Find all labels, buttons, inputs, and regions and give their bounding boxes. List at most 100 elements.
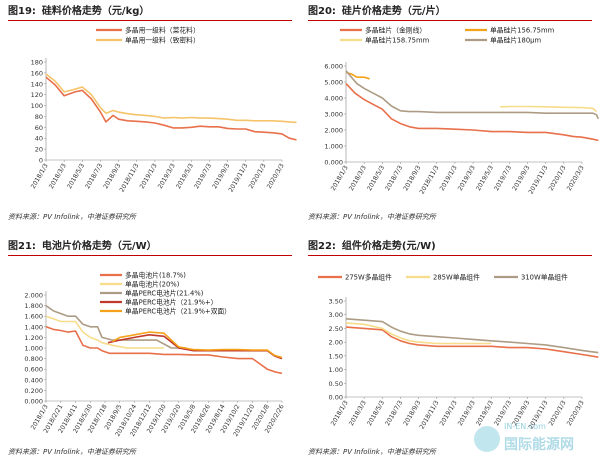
series-line-1 (345, 71, 370, 80)
y-tick-label: 1.00 (329, 366, 343, 374)
y-tick-label: 0.000 (24, 398, 43, 406)
y-tick-label: 1.000 (324, 143, 343, 151)
line-chart: 0 20 40 60 80 100 120 140 160 180 2018/1/32018/3/3… (30, 26, 297, 193)
y-tick-label: 2.000 (24, 292, 43, 300)
x-tick-label: 2018/9/3 (402, 399, 422, 427)
y-tick-label: 0 (39, 157, 43, 165)
x-tick-label: 2019/11/3 (527, 164, 549, 195)
x-tick-label: 2018/11/3 (419, 164, 441, 195)
x-tick-label: 2018/1/3 (30, 162, 50, 190)
legend-label-1: 单晶电池片(20%) (125, 280, 180, 289)
y-tick-label: 100 (31, 102, 43, 110)
y-tick-label: 3.00 (329, 311, 343, 319)
legend-label-0: 275W多晶组件 (345, 273, 392, 282)
y-tick-label: 40 (35, 135, 43, 143)
x-tick-label: 2018/1/3 (330, 399, 350, 427)
x-tick-label: 2018/1/3 (330, 164, 350, 192)
legend-label-2: 单晶硅片158.75mm (365, 36, 430, 45)
y-tick-label: 120 (31, 91, 43, 99)
legend-label-3: 单晶PERC电池片（21.9%+） (125, 298, 217, 307)
x-tick-label: 2019/11/3 (227, 162, 249, 193)
y-tick-label: 4.000 (324, 95, 343, 103)
chart-source: 资料来源：PV Infolink，中港证券研究所 (308, 448, 436, 456)
legend-label-0: 多晶电池片(18.7%) (125, 271, 186, 280)
series-line-1 (45, 73, 297, 124)
series-line-2 (500, 105, 598, 113)
chart-title: 图21: 电池片价格走势（元/W） (8, 239, 292, 256)
x-tick-label: 2019/1/3 (439, 164, 459, 192)
series-line-2 (45, 304, 187, 349)
series-line-1 (45, 315, 164, 349)
chart-panel-cell: 图21: 电池片价格走势（元/W） 0.000 0.200 0.400 0.600 0.8… (0, 235, 300, 470)
x-tick-label: 2018/11/3 (119, 162, 141, 193)
y-tick-label: 0.600 (24, 366, 43, 374)
chart-panel-module: 图22: 组件价格走势(元/W) 0.00 0.50 1.00 1.50 2.00 2.50… (300, 235, 600, 470)
x-tick-label: 2019/7/3 (193, 162, 213, 190)
series-line-1 (345, 322, 492, 345)
x-tick-label: 2019/5/3 (175, 162, 195, 190)
series-line-0 (345, 326, 599, 358)
x-tick-label: 2018/9/3 (402, 164, 422, 192)
y-tick-label: 0.000 (324, 159, 343, 167)
x-tick-label: 2020/3/3 (566, 164, 586, 192)
chart-source: 资料来源：PV Infolink，中港证券研究所 (308, 213, 436, 221)
legend-label-0: 多晶用一级料（菜花料） (125, 26, 200, 35)
x-tick-label: 2018/3/3 (48, 162, 68, 190)
series-line-0 (345, 83, 599, 142)
x-tick-label: 2018/5/3 (366, 164, 386, 192)
legend-label-1: 单晶用一级料（致密料） (125, 36, 200, 45)
legend-label-2: 310W单晶组件 (521, 273, 568, 282)
x-tick-label: 2018/7/3 (384, 399, 404, 427)
chart-title: 图19: 硅料价格走势（元/kg） (8, 4, 292, 21)
legend-label-3: 单晶硅片180μm (490, 36, 541, 45)
legend-label-2: 单晶PERC电池片(21.4%) (125, 289, 204, 298)
y-tick-label: 160 (31, 69, 43, 77)
y-tick-label: 80 (35, 113, 43, 121)
y-tick-label: 2.50 (329, 325, 343, 333)
x-tick-label: 2019/9/3 (511, 164, 531, 192)
x-tick-label: 2019/7/3 (493, 164, 513, 192)
y-tick-label: 1.200 (24, 334, 43, 342)
y-tick-label: 1.600 (24, 313, 43, 321)
x-tick-label: 2019/1/3 (139, 162, 159, 190)
x-tick-label: 2018/5/3 (66, 162, 86, 190)
y-tick-label: 20 (35, 146, 43, 154)
y-tick-label: 6.000 (324, 63, 343, 71)
y-tick-label: 0.00 (329, 394, 343, 402)
series-line-4 (112, 331, 283, 359)
y-tick-label: 5.000 (324, 79, 343, 87)
x-tick-label: 2020/1/3 (248, 162, 268, 190)
x-tick-label: 2019/3/3 (157, 162, 177, 190)
y-tick-label: 0.200 (24, 387, 43, 395)
x-tick-label: 2020/3/3 (266, 162, 286, 190)
watermark-logo: IN-EN.com 国际能源网 (474, 422, 594, 462)
x-tick-label: 2018/3/3 (348, 399, 368, 427)
y-tick-label: 0.50 (329, 380, 343, 388)
series-line-3 (345, 70, 600, 120)
y-tick-label: 1.800 (24, 302, 43, 310)
x-tick-label: 2018/5/3 (366, 399, 386, 427)
chart-title: 图20: 硅片价格走势（元/片） (308, 4, 592, 21)
y-tick-label: 2.000 (324, 127, 343, 135)
series-line-0 (45, 76, 297, 141)
x-tick-label: 2018/7/3 (84, 162, 104, 190)
series-line-2 (345, 318, 599, 354)
x-tick-label: 2019/3/3 (457, 164, 477, 192)
y-tick-label: 3.000 (324, 111, 343, 119)
y-tick-label: 60 (35, 124, 43, 132)
x-tick-label: 2019/5/3 (475, 164, 495, 192)
y-tick-label: 1.50 (329, 352, 343, 360)
y-tick-label: 140 (31, 80, 43, 88)
chart-source: 资料来源：PV Infolink，中港证券研究所 (8, 448, 136, 456)
x-tick-label: 2018/9/3 (102, 162, 122, 190)
line-chart: 0.00 0.50 1.00 1.50 2.00 2.50 3.00 3.50 2018/1/3… (318, 273, 599, 430)
line-chart: 0.000 0.200 0.400 0.600 0.800 1.000 1.200 1.400… (24, 271, 285, 438)
chart-panel-silicon-material: 图19: 硅料价格走势（元/kg） 0 20 40 60 80 100 120 140 160 18… (0, 0, 300, 235)
x-tick-label: 2018/11/3 (419, 399, 441, 430)
legend-label-1: 285W单晶组件 (433, 273, 480, 282)
chart-panel-wafer: 图20: 硅片价格走势（元/片） 0.000 1.000 2.000 3.000 4.00… (300, 0, 600, 235)
legend-label-0: 多晶硅片（金刚线） (365, 26, 426, 35)
x-tick-label: 2018/7/3 (384, 164, 404, 192)
chart-source: 资料来源：PV Infolink，中港证券研究所 (8, 213, 136, 221)
legend-label-4: 单晶PERC电池片（21.9%+双面） (125, 307, 231, 316)
